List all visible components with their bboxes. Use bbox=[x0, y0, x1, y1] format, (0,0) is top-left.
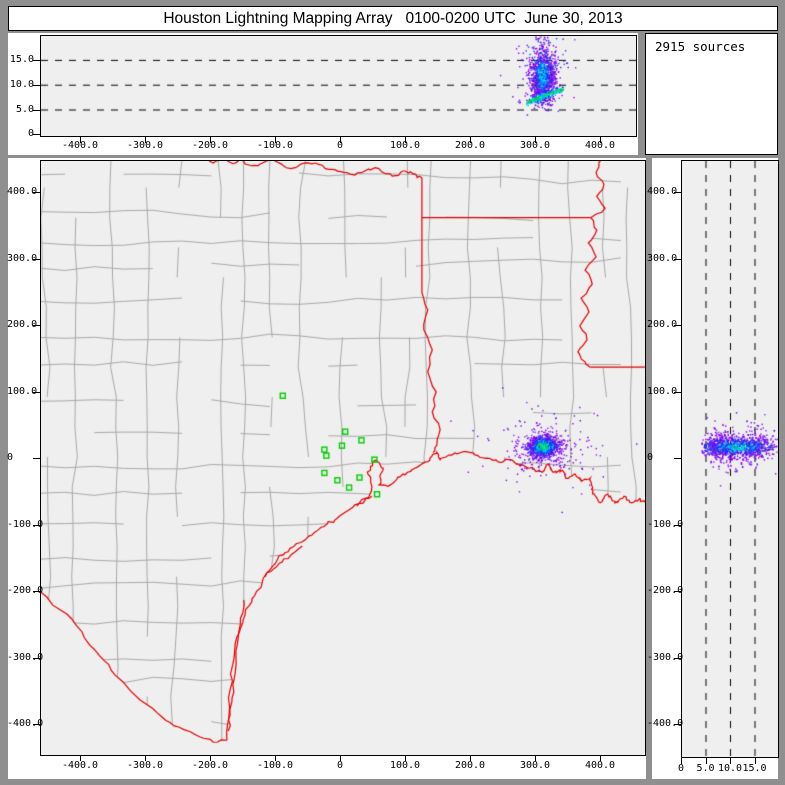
map-y-tick-label: -300.0 bbox=[7, 651, 44, 663]
tick-mark bbox=[674, 524, 681, 526]
tick-mark bbox=[33, 258, 40, 260]
map-x-tick-label: 100.0 bbox=[389, 760, 421, 771]
title-bar: Houston Lightning Mapping Array 0100-020… bbox=[8, 6, 778, 31]
map-x-tick-label: 400.0 bbox=[584, 760, 616, 771]
map-y-tick-label: -400.0 bbox=[7, 718, 44, 730]
tick-mark bbox=[33, 391, 40, 393]
tick-mark bbox=[145, 755, 146, 761]
tick-mark bbox=[674, 391, 681, 393]
tick-mark bbox=[754, 758, 756, 764]
alt-axis-tick-label: 10.0 bbox=[717, 763, 743, 774]
tick-mark bbox=[33, 84, 40, 86]
tick-mark bbox=[470, 137, 471, 143]
alt-axis-tick-label: 5.0 bbox=[15, 103, 34, 115]
tick-mark bbox=[600, 755, 601, 761]
ns-axis-tick-label: 200.0 bbox=[647, 319, 678, 331]
alt-axis-tick-label: 10.0 bbox=[9, 78, 34, 90]
ew-axis-tick-label: -200.0 bbox=[191, 140, 229, 151]
tick-mark bbox=[33, 458, 40, 460]
alt-axis-tick-label: 15.0 bbox=[9, 53, 34, 65]
map-x-tick-label: -300.0 bbox=[126, 760, 164, 771]
tick-mark bbox=[674, 325, 681, 327]
tick-mark bbox=[470, 755, 471, 761]
tick-mark bbox=[33, 591, 40, 593]
tick-mark bbox=[535, 137, 536, 143]
ew-axis-tick-label: 100.0 bbox=[389, 140, 421, 151]
tick-mark bbox=[340, 755, 341, 761]
plan-view-map-plot[interactable] bbox=[40, 160, 646, 756]
tick-mark bbox=[681, 758, 682, 764]
ew-axis-tick-label: 0 bbox=[336, 140, 344, 151]
tick-mark bbox=[275, 137, 276, 143]
tick-mark bbox=[535, 755, 536, 761]
map-y-tick-label: 300.0 bbox=[7, 252, 38, 264]
tick-mark bbox=[600, 137, 601, 143]
northsouth-vs-altitude-plot[interactable] bbox=[681, 160, 779, 758]
ns-axis-tick-label: -400.0 bbox=[647, 718, 684, 730]
map-y-tick-label: 200.0 bbox=[7, 319, 38, 331]
ns-axis-tick-label: -200.0 bbox=[647, 585, 684, 597]
alt-axis-tick-label: 0 bbox=[677, 763, 685, 774]
map-y-tick-label: -100.0 bbox=[7, 518, 44, 530]
tick-mark bbox=[705, 758, 707, 764]
tick-mark bbox=[33, 109, 40, 111]
ns-axis-tick-label: 400.0 bbox=[647, 186, 678, 198]
map-x-tick-label: -200.0 bbox=[191, 760, 229, 771]
ns-axis-tick-label: 100.0 bbox=[647, 385, 678, 397]
alt-axis-tick-label: 15.0 bbox=[742, 763, 767, 774]
tick-mark bbox=[674, 724, 681, 726]
tick-mark bbox=[674, 458, 681, 460]
tick-mark bbox=[674, 657, 681, 659]
ew-axis-tick-label: 300.0 bbox=[519, 140, 551, 151]
tick-mark bbox=[33, 59, 40, 61]
altitude-vs-eastwest-plot[interactable] bbox=[40, 35, 637, 137]
map-x-tick-label: 200.0 bbox=[454, 760, 486, 771]
ew-axis-tick-label: -400.0 bbox=[61, 140, 99, 151]
tick-mark bbox=[33, 524, 40, 526]
ns-axis-tick-label: 0 bbox=[647, 452, 654, 464]
tick-mark bbox=[33, 192, 40, 194]
ns-axis-tick-label: -100.0 bbox=[647, 518, 684, 530]
map-x-tick-label: 0 bbox=[336, 760, 344, 771]
ew-axis-tick-label: -300.0 bbox=[126, 140, 164, 151]
tick-mark bbox=[33, 134, 40, 136]
tick-mark bbox=[674, 258, 681, 260]
tick-mark bbox=[80, 137, 81, 143]
tick-mark bbox=[33, 724, 40, 726]
map-y-tick-label: 0 bbox=[7, 452, 14, 464]
map-x-tick-label: 300.0 bbox=[519, 760, 551, 771]
tick-mark bbox=[730, 758, 731, 764]
sources-count-label: 2915 sources bbox=[655, 39, 746, 54]
ew-axis-tick-label: 200.0 bbox=[454, 140, 486, 151]
tick-mark bbox=[33, 657, 40, 659]
tick-mark bbox=[33, 325, 40, 327]
tick-mark bbox=[674, 591, 681, 593]
tick-mark bbox=[210, 755, 211, 761]
map-x-tick-label: -400.0 bbox=[61, 760, 99, 771]
alt-axis-tick-label: 5.0 bbox=[696, 763, 715, 774]
tick-mark bbox=[405, 137, 406, 143]
ew-axis-tick-label: -100.0 bbox=[256, 140, 294, 151]
ns-axis-tick-label: 300.0 bbox=[647, 252, 678, 264]
map-y-tick-label: -200.0 bbox=[7, 585, 44, 597]
tick-mark bbox=[210, 137, 211, 143]
tick-mark bbox=[80, 755, 81, 761]
tick-mark bbox=[340, 137, 341, 143]
sources-count-panel bbox=[645, 33, 778, 155]
ns-axis-tick-label: -300.0 bbox=[647, 651, 684, 663]
tick-mark bbox=[275, 755, 276, 761]
ew-axis-tick-label: 400.0 bbox=[584, 140, 616, 151]
alt-axis-tick-label: 0 bbox=[27, 128, 34, 140]
map-y-tick-label: 100.0 bbox=[7, 385, 38, 397]
map-y-tick-label: 400.0 bbox=[7, 186, 38, 198]
tick-mark bbox=[674, 192, 681, 194]
tick-mark bbox=[145, 137, 146, 143]
map-x-tick-label: -100.0 bbox=[256, 760, 294, 771]
tick-mark bbox=[405, 755, 406, 761]
